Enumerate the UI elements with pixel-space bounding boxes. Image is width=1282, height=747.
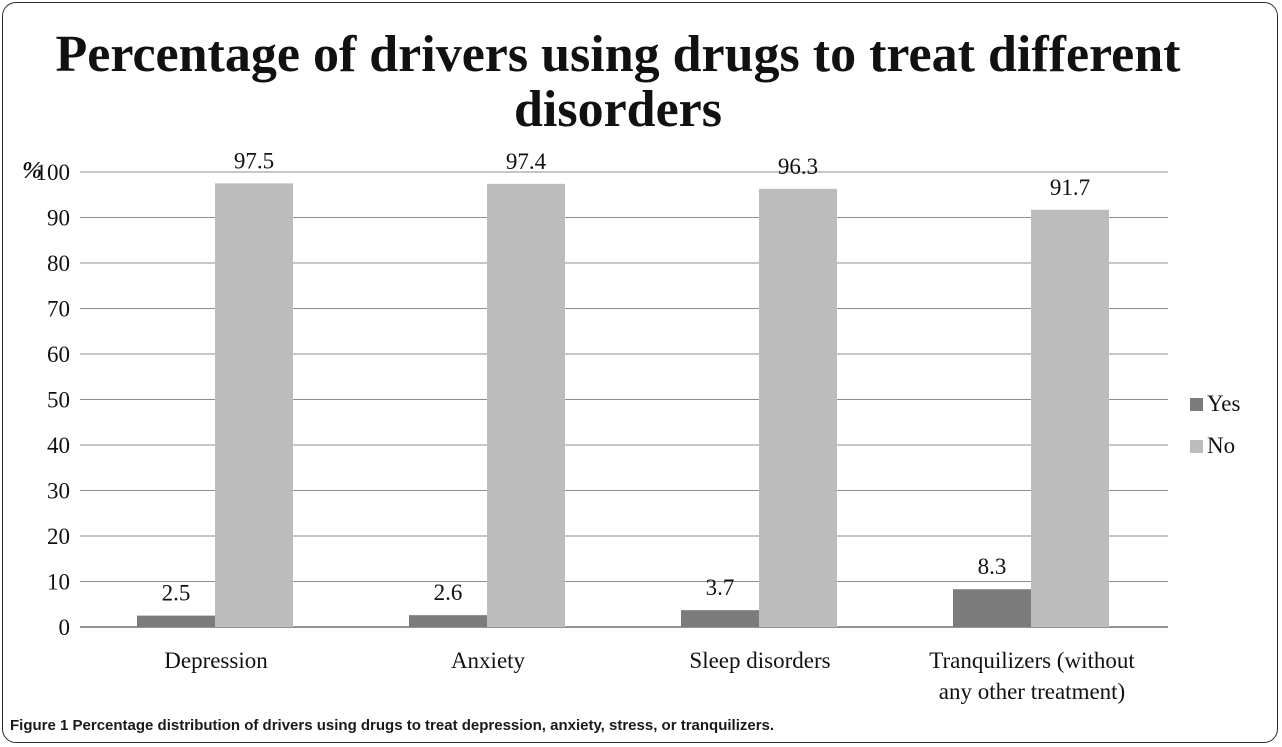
legend-label-no: No [1207,433,1235,458]
data-label: 2.5 [162,581,191,606]
data-label: 97.4 [506,149,547,174]
data-label: 8.3 [978,554,1007,579]
y-tick-labels: 0 10 20 30 40 50 60 70 80 90 100 [36,160,71,640]
x-tick-label: any other treatment) [939,679,1125,704]
x-tick-labels: Depression Anxiety Sleep disorders Tranquil… [164,648,1135,704]
legend-label-yes: Yes [1207,391,1241,416]
data-label: 2.6 [434,580,463,605]
bar-no [759,188,837,627]
chart-title: Percentage of drivers using drugs to tre… [55,26,1181,138]
bar-no [215,183,293,627]
data-label: 91.7 [1050,175,1090,200]
y-tick-label: 0 [59,615,71,640]
legend: Yes No [1190,391,1241,458]
x-tick-label: Depression [164,648,268,673]
legend-swatch-yes [1190,398,1203,411]
bar-yes [137,615,215,627]
y-tick-label: 70 [47,297,70,322]
y-tick-label: 20 [47,524,70,549]
x-tick-label: Sleep disorders [689,648,830,673]
chart-title-line: disorders [514,81,722,138]
bars [137,183,1109,627]
data-label: 3.7 [706,575,735,600]
bar-no [1031,209,1109,627]
bar-yes [681,610,759,627]
bar-yes [953,589,1031,627]
figure-caption: Figure 1 Percentage distribution of driv… [10,717,775,734]
x-tick-label: Anxiety [451,648,526,673]
y-tick-label: 50 [47,388,70,413]
y-tick-label: 40 [47,433,70,458]
x-tick-label: Tranquilizers (without [929,648,1135,673]
bar-no [487,183,565,627]
y-tick-label: 90 [47,206,70,231]
data-label: 97.5 [234,148,274,173]
chart-title-line: Percentage of drivers using drugs to tre… [55,26,1181,83]
y-tick-label: 30 [47,479,70,504]
y-tick-label: 100 [36,160,71,185]
y-tick-label: 80 [47,251,70,276]
data-label: 96.3 [778,154,818,179]
y-tick-label: 60 [47,342,70,367]
y-tick-label: 10 [47,570,70,595]
y-axis-label: % [22,158,42,184]
data-labels: 2.5 97.5 2.6 97.4 3.7 96.3 8.3 91.7 [162,148,1091,605]
legend-swatch-no [1190,440,1203,453]
bar-yes [409,615,487,627]
